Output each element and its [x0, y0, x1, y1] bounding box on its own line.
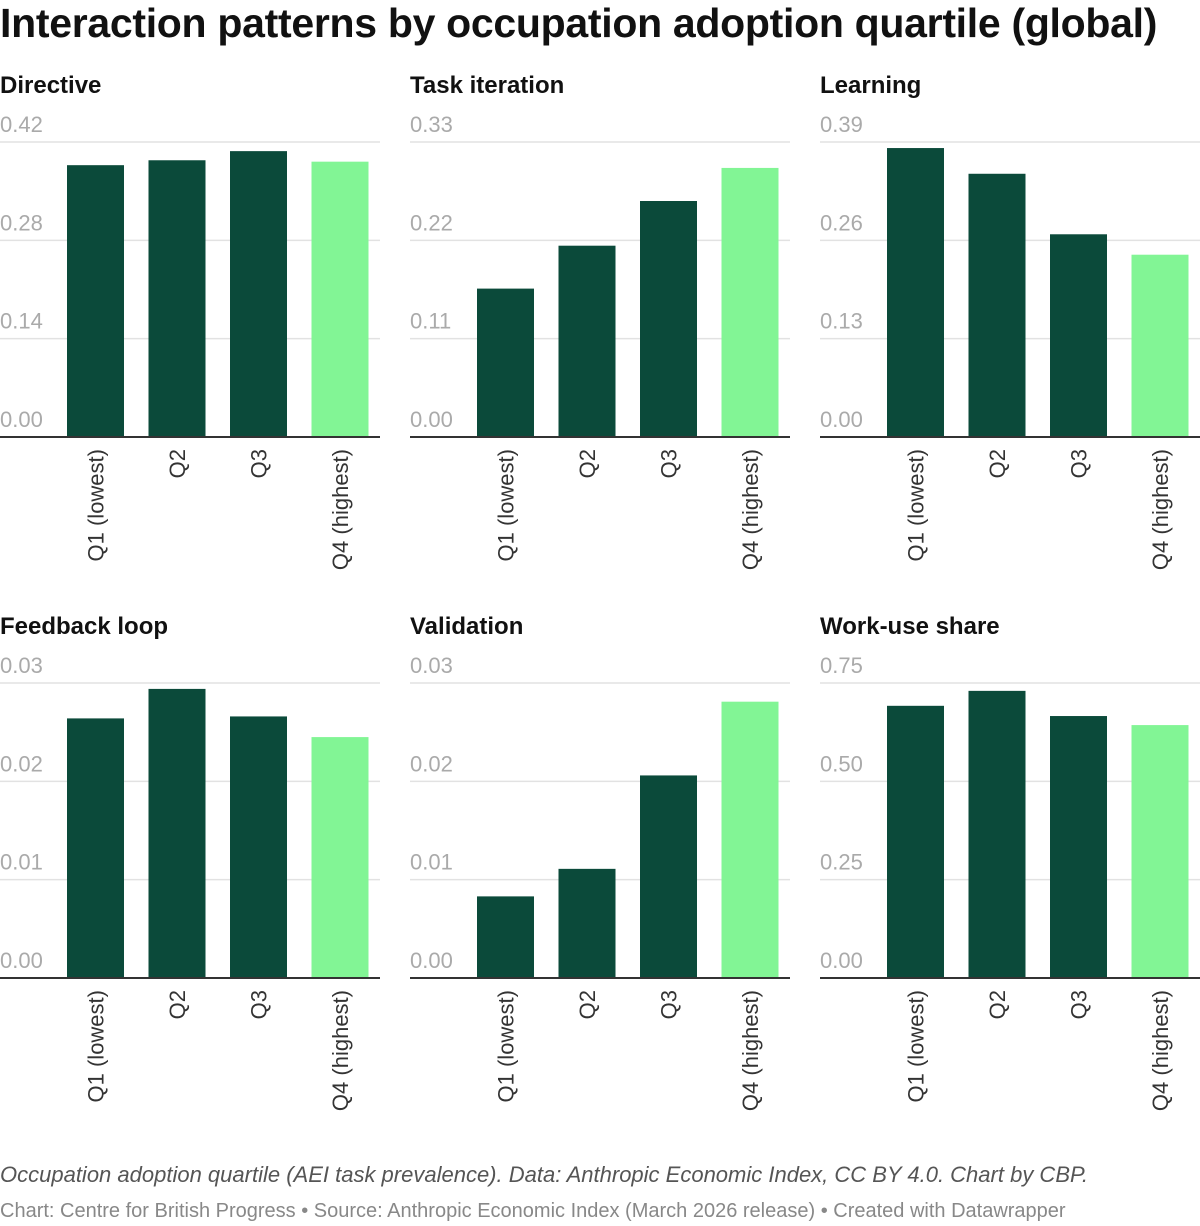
- x-tick-label: Q4 (highest): [1148, 449, 1173, 570]
- bar: [887, 705, 944, 978]
- bar: [477, 896, 534, 978]
- panel-task-iteration: Task iteration 0.00 0.11 0.22 0.33 Q1 (lowest…: [410, 70, 790, 600]
- bar: [721, 701, 779, 978]
- x-tick-label: Q1 (lowest): [84, 990, 109, 1102]
- y-tick-label: 0.03: [0, 653, 43, 678]
- x-tick-label: Q2: [985, 449, 1010, 478]
- chart-notes: Occupation adoption quartile (AEI task p…: [0, 1162, 1088, 1187]
- panel-title: Directive: [0, 72, 102, 99]
- bar: [311, 161, 369, 437]
- y-tick-label: 0.00: [0, 948, 43, 973]
- y-tick-label: 0.26: [820, 210, 863, 235]
- y-tick-label: 0.00: [410, 948, 453, 973]
- bar: [721, 167, 779, 437]
- x-tick-label: Q2: [575, 449, 600, 478]
- bar: [477, 288, 534, 437]
- bar-chart: 0.00 0.01 0.02 0.03 Q1 (lowest) Q2 Q3 Q4 (highe…: [410, 653, 790, 1111]
- y-tick-label: 0.13: [820, 309, 863, 334]
- bar: [67, 165, 124, 437]
- bar: [887, 148, 944, 438]
- bar: [148, 160, 206, 437]
- x-tick-label: Q2: [575, 990, 600, 1019]
- y-tick-label: 0.00: [0, 407, 43, 432]
- y-tick-label: 0.02: [0, 751, 43, 776]
- bar: [148, 688, 206, 978]
- chart-source: Chart: Centre for British Progress • Sou…: [0, 1200, 1066, 1222]
- x-tick-label: Q1 (lowest): [904, 449, 929, 561]
- bar-chart: 0.00 0.14 0.28 0.42 Q1 (lowest) Q2 Q3 Q4 (highe…: [0, 112, 380, 570]
- x-tick-label: Q4 (highest): [738, 990, 763, 1111]
- x-tick-label: Q2: [165, 449, 190, 478]
- panel-title: Work-use share: [820, 613, 1000, 640]
- bar: [230, 716, 287, 978]
- x-tick-label: Q4 (highest): [328, 449, 353, 570]
- chart-title: Interaction patterns by occupation adopt…: [0, 0, 1158, 46]
- panel-title: Validation: [410, 613, 524, 640]
- x-tick-label: Q1 (lowest): [904, 990, 929, 1102]
- x-tick-label: Q3: [1067, 990, 1092, 1019]
- y-tick-label: 0.00: [410, 407, 453, 432]
- x-tick-label: Q1 (lowest): [84, 449, 109, 561]
- x-tick-label: Q4 (highest): [1148, 990, 1173, 1111]
- panel-directive: Directive 0.00 0.14 0.28 0.42 Q1 (lowest) Q2 Q3…: [0, 70, 380, 600]
- y-tick-label: 0.75: [820, 653, 863, 678]
- y-tick-label: 0.03: [410, 653, 453, 678]
- y-tick-label: 0.14: [0, 309, 43, 334]
- bar: [558, 245, 616, 437]
- bar: [640, 775, 697, 978]
- x-tick-label: Q1 (lowest): [494, 990, 519, 1102]
- x-tick-label: Q3: [657, 990, 682, 1019]
- panel-title: Task iteration: [410, 72, 565, 99]
- x-tick-label: Q3: [247, 449, 272, 478]
- panel-validation: Validation 0.00 0.01 0.02 0.03 Q1 (lowest) Q2 Q…: [410, 611, 790, 1141]
- panel-learning: Learning 0.00 0.13 0.26 0.39 Q1 (lowest) Q2 Q3 Q…: [820, 70, 1200, 600]
- x-tick-label: Q2: [985, 990, 1010, 1019]
- bar: [558, 868, 616, 978]
- y-tick-label: 0.39: [820, 112, 863, 137]
- bar: [1050, 234, 1107, 437]
- y-tick-label: 0.00: [820, 407, 863, 432]
- y-tick-label: 0.11: [410, 309, 451, 334]
- x-tick-label: Q2: [165, 990, 190, 1019]
- bar: [1131, 725, 1189, 978]
- panel-work-use-share: Work-use share 0.00 0.25 0.50 0.75 Q1 (lowest…: [820, 611, 1200, 1141]
- y-tick-label: 0.01: [0, 850, 43, 875]
- bar-chart: 0.00 0.01 0.02 0.03 Q1 (lowest) Q2 Q3 Q4 (highe…: [0, 653, 380, 1111]
- panel-title: Feedback loop: [0, 613, 169, 640]
- x-tick-label: Q3: [657, 449, 682, 478]
- bar: [230, 151, 287, 437]
- y-tick-label: 0.01: [410, 850, 453, 875]
- bar: [67, 718, 124, 978]
- y-tick-label: 0.42: [0, 112, 43, 137]
- y-tick-label: 0.00: [820, 948, 863, 973]
- x-tick-label: Q4 (highest): [328, 990, 353, 1111]
- bar-chart: 0.00 0.11 0.22 0.33 Q1 (lowest) Q2 Q3 Q4 (highe…: [410, 112, 790, 570]
- y-tick-label: 0.22: [410, 210, 453, 235]
- x-tick-label: Q3: [247, 990, 272, 1019]
- bar: [1131, 254, 1189, 437]
- x-tick-label: Q1 (lowest): [494, 449, 519, 561]
- y-tick-label: 0.02: [410, 751, 453, 776]
- y-tick-label: 0.25: [820, 850, 863, 875]
- panel-feedback-loop: Feedback loop 0.00 0.01 0.02 0.03 Q1 (lowest)…: [0, 611, 380, 1141]
- x-tick-label: Q4 (highest): [738, 449, 763, 570]
- bar: [968, 173, 1026, 437]
- bar: [311, 737, 369, 978]
- x-tick-label: Q3: [1067, 449, 1092, 478]
- bar: [640, 201, 697, 437]
- y-tick-label: 0.50: [820, 751, 863, 776]
- bar-chart: 0.00 0.25 0.50 0.75 Q1 (lowest) Q2 Q3 Q4 (highe…: [820, 653, 1200, 1111]
- y-tick-label: 0.33: [410, 112, 453, 137]
- y-tick-label: 0.28: [0, 210, 43, 235]
- bar: [1050, 716, 1107, 978]
- bar-chart: 0.00 0.13 0.26 0.39 Q1 (lowest) Q2 Q3 Q4 (highe…: [820, 112, 1200, 570]
- panel-title: Learning: [820, 72, 922, 99]
- bar: [968, 690, 1026, 978]
